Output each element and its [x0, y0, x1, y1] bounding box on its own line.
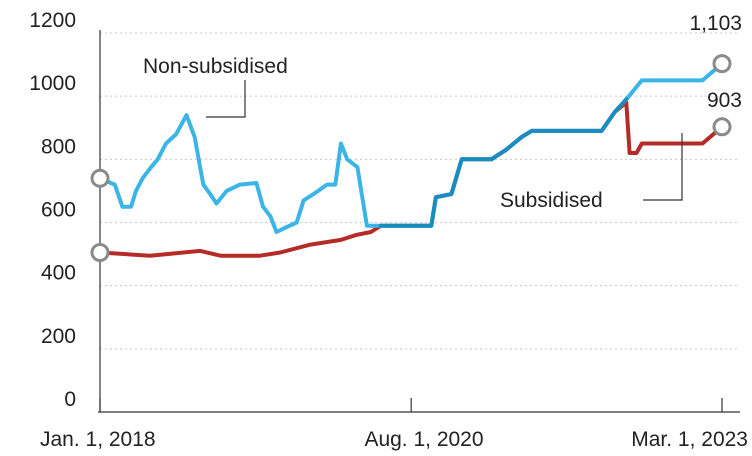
- y-tick-labels: 0 200 400 600 800 1000 1200: [29, 9, 76, 411]
- subsidised-label: Subsidised: [500, 189, 603, 212]
- y-tick-label: 1200: [29, 9, 76, 32]
- end-value-subsidised: 903: [707, 89, 742, 112]
- subsidised-series-line: [98, 100, 724, 258]
- non-subsidised-leader-line: [206, 80, 246, 118]
- subsidised-start-marker: [90, 243, 110, 263]
- non-subsidised-start-marker: [90, 168, 110, 188]
- y-tick-label: 1000: [29, 72, 76, 95]
- x-tick-label: Aug. 1, 2020: [364, 428, 483, 451]
- y-tick-label: 800: [41, 135, 76, 158]
- x-tick-label: Mar. 1, 2023: [631, 428, 748, 451]
- non-subsidised-end-marker: [712, 54, 732, 74]
- non-subsidised-label: Non-subsidised: [143, 55, 288, 78]
- shared-series-segment: [378, 97, 629, 228]
- end-value-non-subsidised: 1,103: [689, 12, 742, 35]
- y-tick-label: 200: [41, 325, 76, 348]
- x-tick-labels: Jan. 1, 2018 Aug. 1, 2020 Mar. 1, 2023: [40, 398, 748, 451]
- x-tick-label: Jan. 1, 2018: [40, 428, 156, 451]
- axes: [98, 30, 740, 413]
- series-lines: [98, 61, 724, 258]
- subsidised-leader-line: [643, 133, 683, 201]
- end-markers: [90, 54, 732, 263]
- y-tick-label: 400: [41, 262, 76, 285]
- y-tick-label: 600: [41, 199, 76, 222]
- gridlines: [100, 32, 740, 350]
- subsidised-end-marker: [712, 117, 732, 137]
- annotations: Non-subsidised Subsidised 1,103 903: [143, 12, 742, 212]
- y-tick-label: 0: [64, 388, 76, 411]
